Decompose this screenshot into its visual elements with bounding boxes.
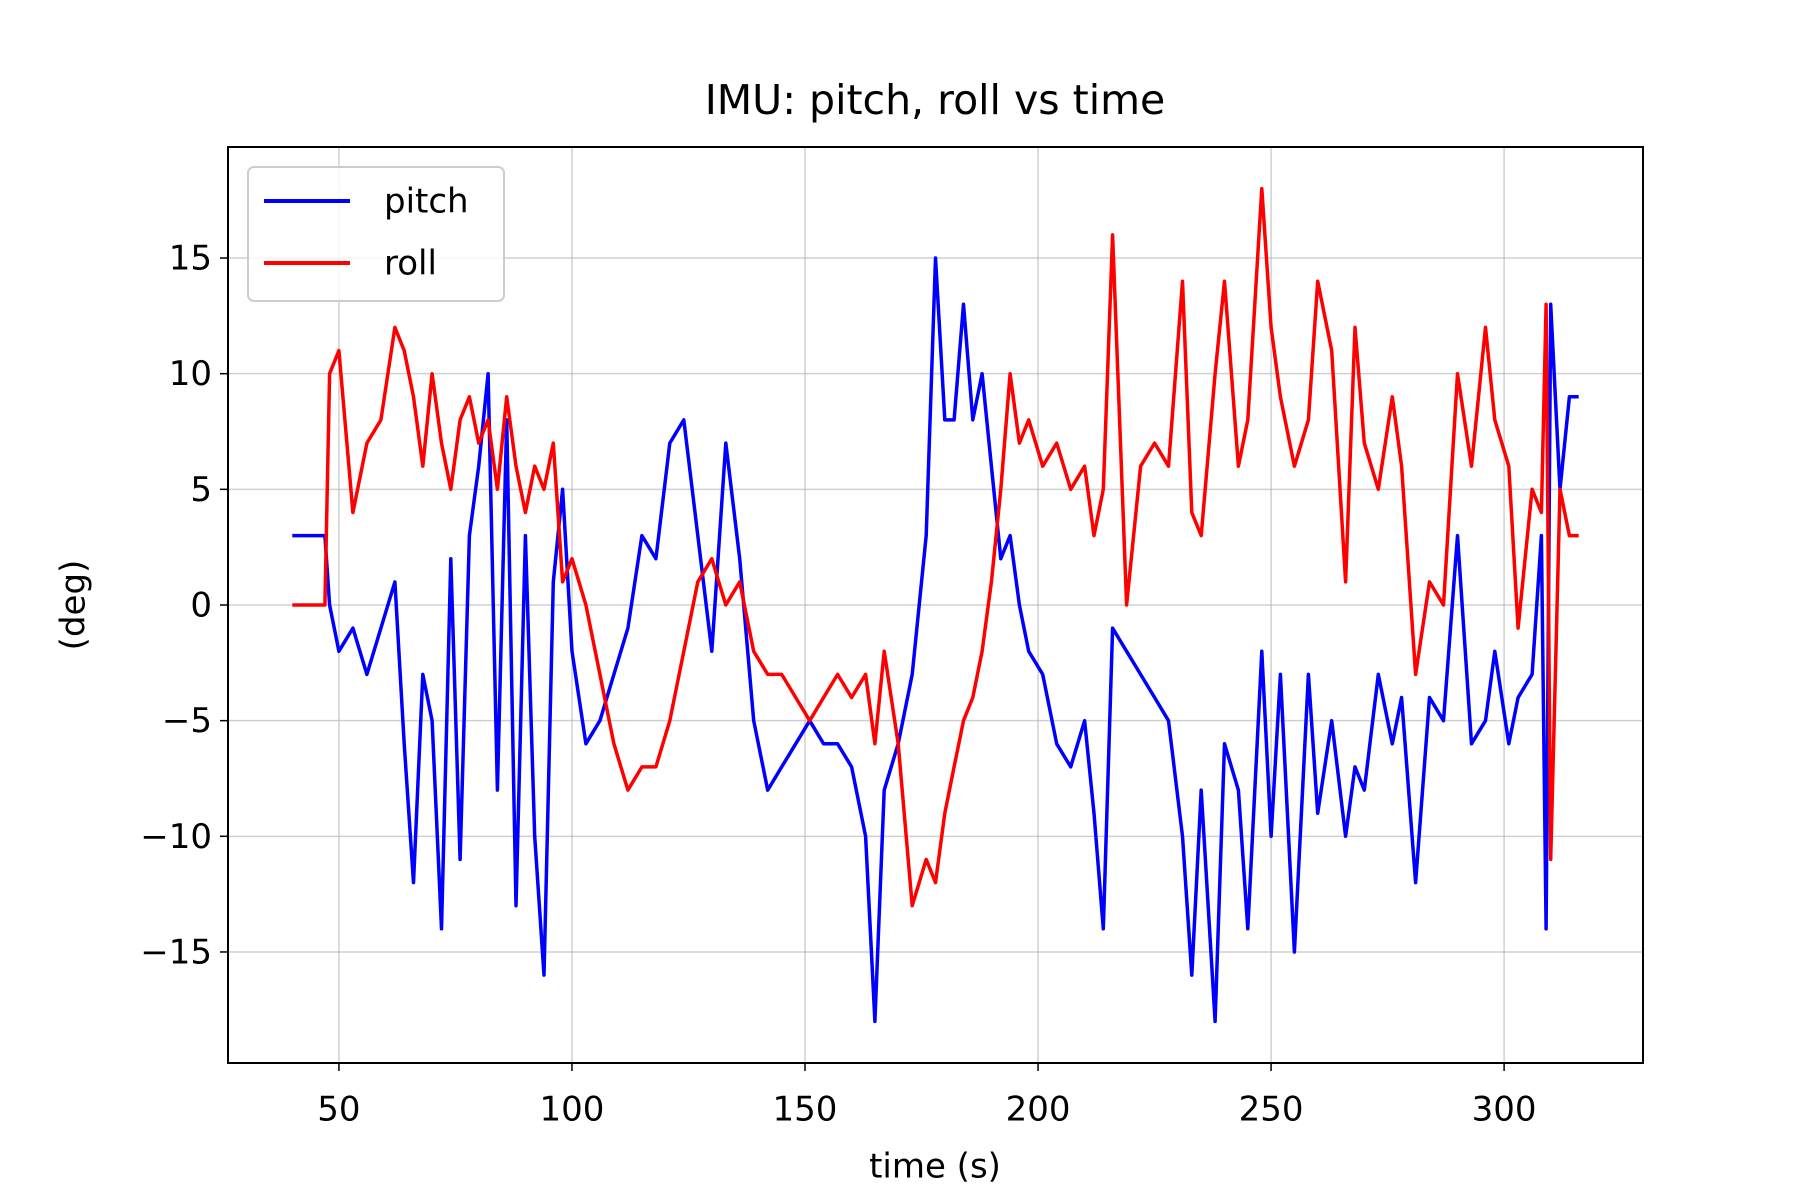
y-tick-label: 0	[190, 586, 212, 626]
data-line	[292, 256, 1579, 1024]
x-axis-label: time (s)	[869, 1147, 1001, 1187]
y-tick-label: −10	[140, 817, 212, 857]
legend-label: roll	[384, 244, 437, 284]
x-tick-label: 50	[317, 1090, 360, 1130]
x-tick-label: 150	[773, 1090, 838, 1130]
y-tick-label: 15	[169, 239, 212, 279]
x-tick-label: 300	[1472, 1090, 1537, 1130]
y-tick-label: 10	[169, 354, 212, 394]
x-tick-label: 200	[1006, 1090, 1071, 1130]
legend-label: pitch	[384, 182, 469, 222]
y-tick-label: −5	[162, 701, 212, 741]
y-tick-label: −15	[140, 932, 212, 972]
x-tick-label: 100	[540, 1090, 605, 1130]
chart-title: IMU: pitch, roll vs time	[705, 76, 1166, 124]
y-tick-label: 5	[190, 470, 212, 510]
y-axis-label: (deg)	[54, 560, 94, 651]
data-line	[292, 186, 1579, 908]
plot-frame	[227, 146, 1644, 1064]
x-tick-label: 250	[1239, 1090, 1304, 1130]
